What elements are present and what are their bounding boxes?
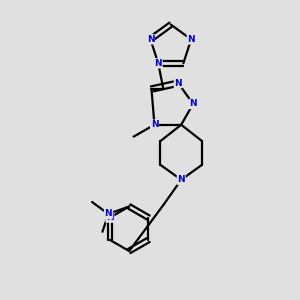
Text: N: N xyxy=(154,59,162,68)
Text: N: N xyxy=(177,175,185,184)
Text: N: N xyxy=(174,79,182,88)
Text: N: N xyxy=(106,213,114,222)
Text: N: N xyxy=(105,209,112,218)
Text: N: N xyxy=(187,35,195,44)
Text: N: N xyxy=(189,99,197,108)
Text: N: N xyxy=(151,120,158,129)
Text: N: N xyxy=(147,35,154,44)
